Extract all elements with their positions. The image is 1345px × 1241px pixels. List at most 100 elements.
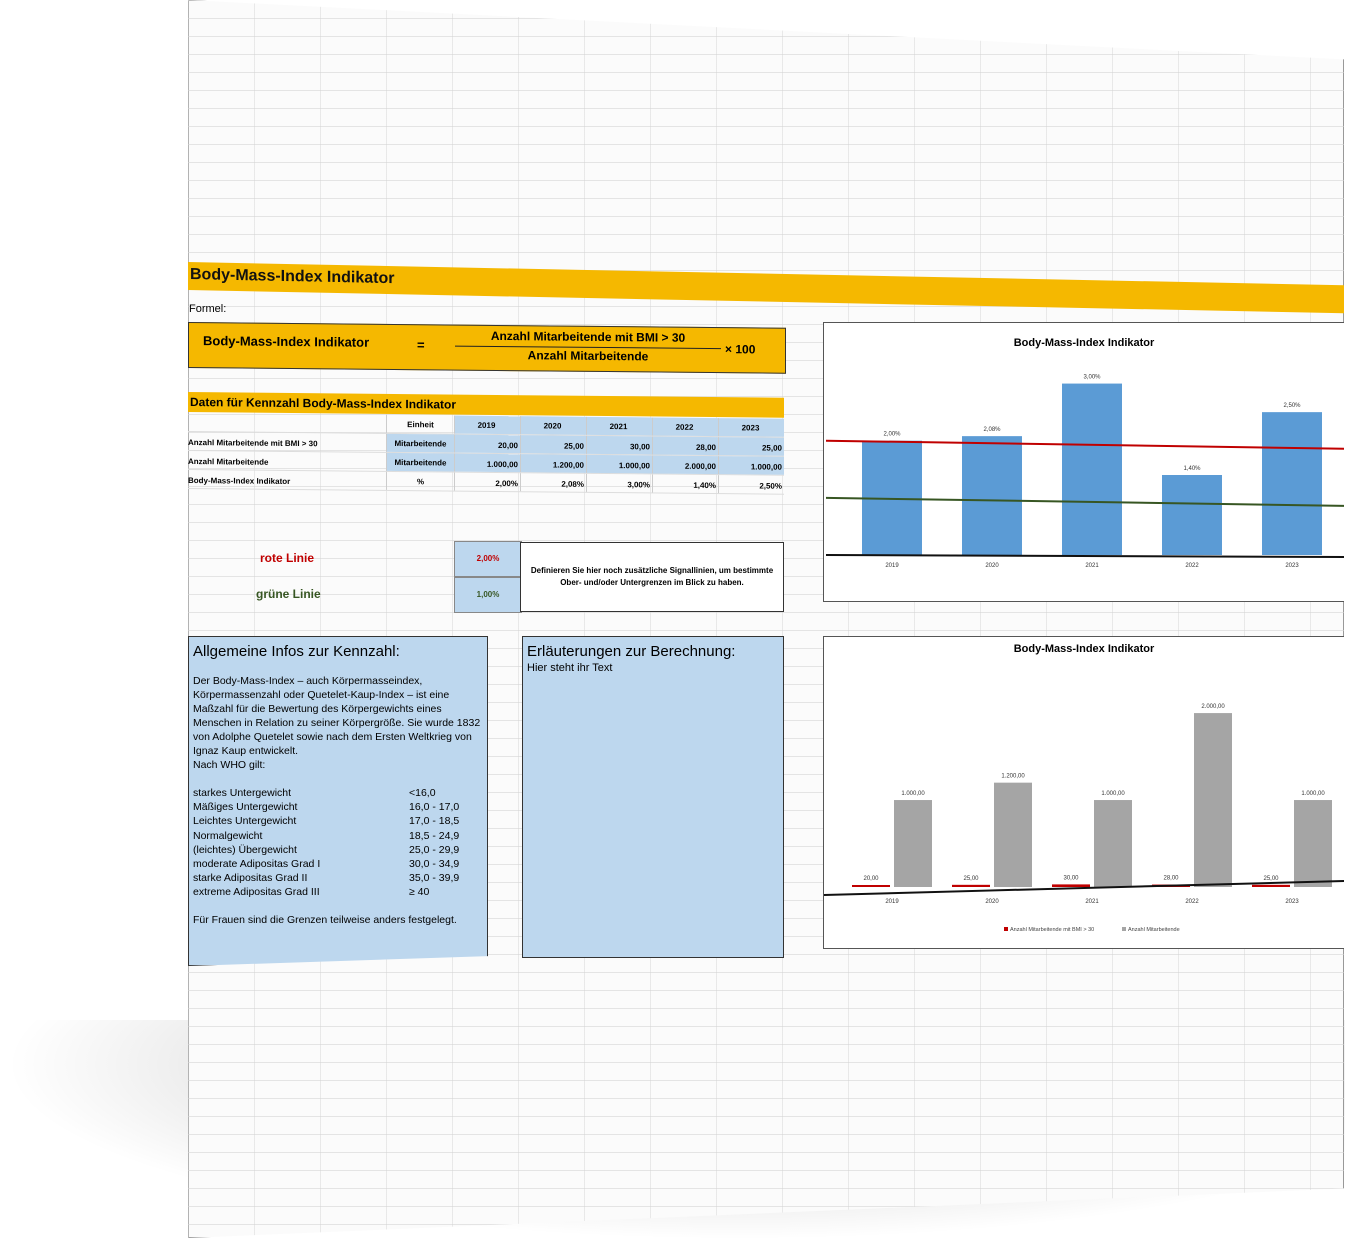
legend-swatch [1122, 927, 1126, 931]
cell-value: 2,50% [718, 475, 784, 494]
x-tick-label: 2020 [985, 899, 999, 905]
explanation-heading: Erläuterungen zur Berechnung: [527, 643, 736, 660]
cell-value[interactable]: 28,00 [652, 436, 718, 456]
data-label: 1.200,00 [1001, 774, 1025, 780]
year-header: 2021 [586, 416, 652, 436]
x-tick-label: 2021 [1085, 563, 1099, 569]
data-label: 2,50% [1283, 403, 1301, 409]
formula-label: Formel: [189, 303, 227, 315]
data-label: 1,40% [1183, 466, 1201, 472]
bar [1294, 800, 1332, 887]
x-tick-label: 2022 [1185, 899, 1199, 905]
red-line-label: rote Linie [260, 551, 315, 565]
x-tick-label: 2023 [1285, 563, 1299, 569]
who-category-row: Normalgewicht 18,5 - 24,9 [193, 829, 487, 843]
bar [1194, 713, 1232, 887]
cell-value[interactable]: 1.000,00 [718, 456, 784, 475]
bar [994, 782, 1032, 887]
data-label: 1.000,00 [901, 791, 925, 797]
who-category-row: moderate Adipositas Grad I 30,0 - 34,9 [193, 857, 487, 871]
bar [1252, 884, 1290, 887]
data-label: 20,00 [863, 876, 879, 882]
row-label: Body-Mass-Index Indikator [188, 476, 291, 486]
unit-header: Einheit [386, 414, 454, 434]
cell-value[interactable]: 1.200,00 [520, 454, 586, 473]
cell-value: 3,00% [586, 473, 652, 493]
cell-value: 2,00% [454, 472, 520, 492]
category-range: 17,0 - 18,5 [409, 815, 460, 828]
data-label: 28,00 [1163, 876, 1179, 882]
who-intro: Nach WHO gilt: [193, 759, 266, 771]
cell-value[interactable]: 1.000,00 [454, 453, 520, 473]
category-range: 18,5 - 24,9 [409, 829, 460, 842]
cell-value[interactable]: 2.000,00 [652, 455, 718, 475]
signal-hint: Definieren Sie hier noch zusätzliche Sig… [520, 542, 784, 612]
cell-value[interactable]: 25,00 [520, 435, 586, 454]
bar [894, 800, 932, 887]
red-line-value[interactable]: 2,00% [454, 541, 522, 577]
category-range: 35,0 - 39,9 [409, 872, 460, 885]
green-line-value[interactable]: 1,00% [454, 577, 522, 613]
explanation-text[interactable]: Hier steht ihr Text [527, 662, 613, 674]
formula-numerator: Anzahl Mitarbeitende mit BMI > 30 [490, 328, 686, 345]
cell-value: 2,08% [520, 473, 586, 492]
category-range: 30,0 - 34,9 [409, 858, 460, 871]
cell-value[interactable]: 30,00 [586, 435, 652, 455]
data-label: 3,00% [1083, 375, 1101, 381]
row-unit[interactable]: Mitarbeitende [386, 433, 454, 453]
formula-denominator: Anzahl Mitarbeitende [527, 348, 649, 364]
year-header: 2019 [454, 415, 520, 435]
data-label: 2,00% [883, 432, 901, 438]
category-name: starke Adipositas Grad II [193, 872, 308, 885]
cell-value[interactable]: 20,00 [454, 434, 520, 454]
x-tick-label: 2021 [1085, 899, 1099, 905]
x-tick-label: 2022 [1185, 563, 1199, 569]
formula-multiplier: × 100 [725, 342, 756, 357]
row-unit: % [386, 471, 454, 491]
cell-value[interactable]: 1.000,00 [586, 454, 652, 474]
indicator-chart: Body-Mass-Index Indikator 2,00% 2019 2,08%… [823, 322, 1344, 602]
data-label: 2,08% [983, 427, 1001, 433]
legend-label: Anzahl Mitarbeitende [1128, 927, 1180, 933]
bar [1162, 475, 1222, 555]
who-category-row: starke Adipositas Grad II 35,0 - 39,9 [193, 871, 487, 885]
data-label: 30,00 [1063, 875, 1079, 881]
category-name: (leichtes) Übergewicht [193, 843, 297, 856]
row-label: Anzahl Mitarbeitende mit BMI > 30 [188, 438, 318, 449]
green-line-label: grüne Linie [256, 587, 321, 601]
who-category-row: starkes Untergewicht <16,0 [193, 786, 487, 800]
legend-swatch [1004, 927, 1008, 931]
bar [852, 885, 890, 887]
x-axis [824, 880, 1344, 896]
info-text: Der Body-Mass-Index – auch Körpermassein… [193, 675, 481, 757]
cell-value: 1,40% [652, 474, 718, 494]
cell-value[interactable]: 25,00 [718, 437, 784, 456]
formula-equals: = [417, 337, 425, 353]
data-label: 1.000,00 [1301, 791, 1325, 797]
data-table: Einheit 2019 2020 2021 2022 2023 Anzahl … [188, 413, 784, 495]
chart-title: Body-Mass-Index Indikator [1013, 643, 1155, 655]
category-name: Normalgewicht [193, 829, 263, 842]
category-name: Mäßiges Untergewicht [193, 801, 298, 814]
legend-label: Anzahl Mitarbeitende mit BMI > 30 [1010, 927, 1094, 933]
x-axis [825, 554, 1344, 558]
who-category-row: Leichtes Untergewicht 17,0 - 18,5 [193, 814, 487, 828]
category-range: <16,0 [409, 787, 436, 799]
row-unit[interactable]: Mitarbeitende [386, 452, 454, 472]
year-header: 2020 [520, 416, 586, 435]
formula-box: Body-Mass-Index Indikator = Anzahl Mitar… [188, 322, 786, 374]
info-box: Allgemeine Infos zur Kennzahl: Der Body-… [188, 636, 488, 966]
headcount-chart: Body-Mass-Index Indikator 20,00 1.000,00 2… [823, 636, 1344, 949]
category-name: extreme Adipositas Grad III [193, 886, 320, 899]
page-title: Body-Mass-Index Indikator [190, 266, 395, 288]
bar [962, 436, 1022, 555]
category-range: 16,0 - 17,0 [409, 801, 460, 814]
year-header: 2023 [718, 418, 784, 437]
bar [1062, 383, 1122, 555]
explanation-box[interactable]: Erläuterungen zur Berechnung: Hier steht… [522, 636, 784, 958]
x-tick-label: 2023 [1285, 899, 1299, 905]
who-category-row: extreme Adipositas Grad III ≥ 40 [193, 885, 487, 899]
who-category-row: (leichtes) Übergewicht 25,0 - 29,9 [193, 843, 487, 857]
category-name: moderate Adipositas Grad I [193, 858, 321, 871]
data-section-title: Daten für Kennzahl Body-Mass-Index Indik… [190, 395, 457, 412]
